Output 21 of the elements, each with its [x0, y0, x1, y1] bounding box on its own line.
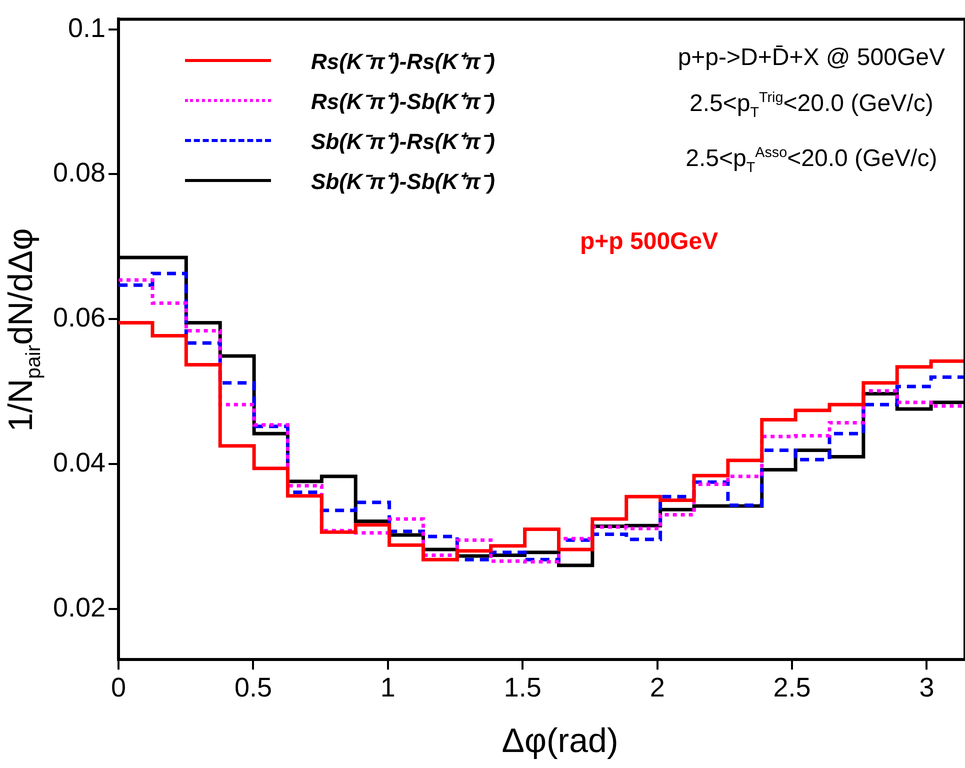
x-tick-label: 3: [919, 672, 934, 702]
annotation: 2.5<p$_{T}$$^{Asso}$<20.0 (GeV/c): [684, 144, 938, 178]
y-tick-label: 0.06: [52, 302, 106, 333]
x-tick-label: 1: [380, 672, 396, 702]
y-tick-label: 0.04: [52, 447, 106, 478]
legend-label: Rs(K⁻π⁺)-Rs(K⁺π⁻): [311, 48, 495, 75]
annotation: 2.5<p$_{T}$$^{Trig}$<20.0 (GeV/c): [688, 89, 934, 123]
x-tick-label: 0: [111, 672, 126, 702]
legend-label: Sb(K⁻π⁺)-Rs(K⁺π⁻): [311, 128, 495, 155]
x-tick-label: 0.5: [234, 672, 272, 702]
legend-label: Rs(K⁻π⁺)-Sb(K⁺π⁻): [311, 88, 495, 115]
annotation: p+p 500GeV: [580, 228, 718, 256]
x-tick-label: 2.5: [773, 672, 811, 702]
x-tick-label: 1.5: [504, 672, 542, 702]
legend-label: Sb(K⁻π⁺)-Sb(K⁺π⁻): [311, 168, 495, 195]
y-tick-label: 0.08: [52, 158, 106, 188]
y-tick-label: 0.02: [52, 592, 106, 622]
annotation: p+p->D+D̄+X @ 500GeV: [678, 43, 945, 73]
y-tick-label: 0.1: [68, 12, 106, 43]
x-axis-title: Δφ(rad): [502, 722, 618, 761]
x-tick-label: 2: [650, 672, 665, 702]
